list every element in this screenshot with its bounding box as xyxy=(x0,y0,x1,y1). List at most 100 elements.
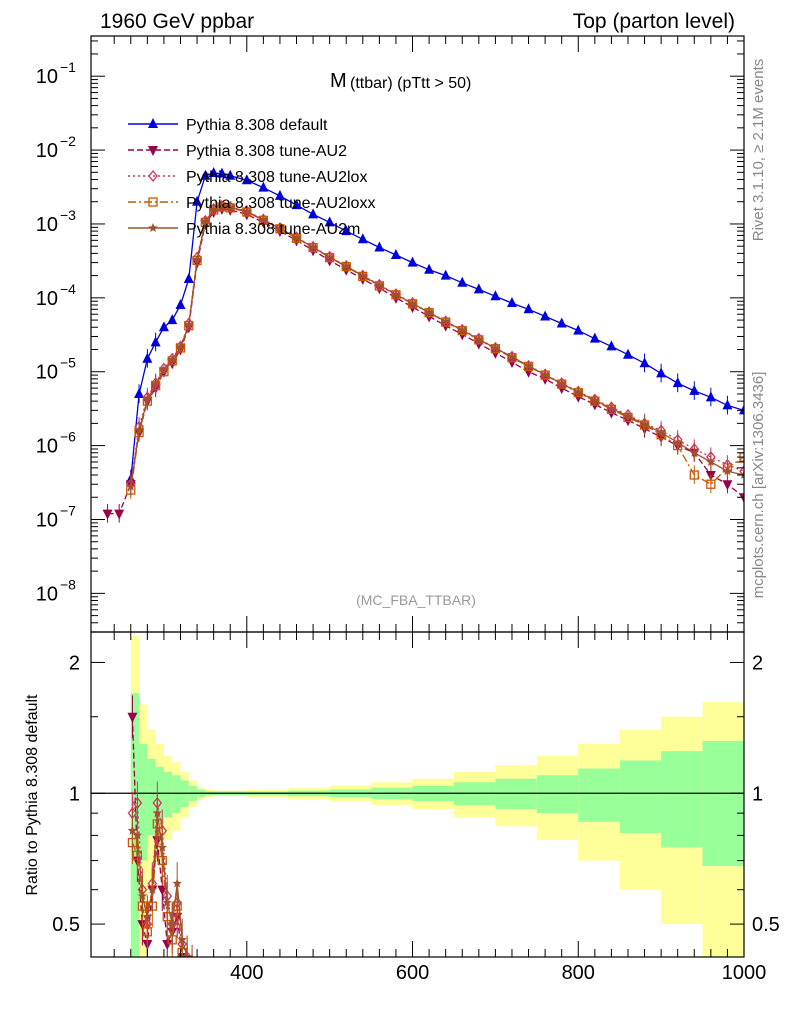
ratio-point xyxy=(152,808,162,818)
data-point xyxy=(217,201,227,211)
ratio-point xyxy=(162,939,173,950)
data-point xyxy=(324,252,335,262)
data-point xyxy=(216,167,227,178)
data-point xyxy=(192,254,202,264)
data-point xyxy=(208,166,219,177)
ratio-point xyxy=(182,962,192,972)
ratio-point xyxy=(207,986,217,995)
series-line-0 xyxy=(130,172,744,480)
ratio-ylabel: Ratio to Pythia 8.308 default xyxy=(24,694,41,896)
data-point xyxy=(589,332,600,343)
data-point xyxy=(424,263,435,274)
uncertainty-band-inner xyxy=(578,768,620,822)
data-point xyxy=(722,480,733,491)
ratio-point xyxy=(162,897,172,907)
x-tick-label: 1000 xyxy=(722,962,767,984)
legend-label: Pythia 8.308 default xyxy=(186,117,328,134)
ratio-point xyxy=(132,830,143,840)
data-point xyxy=(358,270,368,280)
data-point xyxy=(556,317,567,328)
data-point xyxy=(490,290,501,301)
y-tick-label: 10 xyxy=(36,436,58,458)
ratio-series-line-3 xyxy=(131,813,188,957)
data-point xyxy=(291,199,302,210)
header-left-title: 1960 GeV ppbar xyxy=(100,10,254,33)
uncertainty-band-inner xyxy=(130,693,140,957)
data-point xyxy=(722,466,733,476)
data-point xyxy=(142,394,153,404)
ratio-point xyxy=(167,919,177,929)
ratio-plot-panel: 0.5 0.5 1 1 2 2 400 600 800 1000 xyxy=(52,631,780,997)
legend-label: Pythia 8.308 tune-AU2loxx xyxy=(186,195,375,212)
y-tick-exponent: −1 xyxy=(60,59,76,75)
data-point xyxy=(507,352,517,362)
data-point xyxy=(341,225,352,236)
y-tick-exponent: −6 xyxy=(60,429,76,445)
y-tick-exponent: −5 xyxy=(60,355,76,371)
data-point xyxy=(324,216,335,227)
ratio-y-tick-label-right: 0.5 xyxy=(752,914,780,936)
y-tick-label: 10 xyxy=(36,509,58,531)
ratio-y-tick-label-right: 1 xyxy=(752,783,763,805)
legend-swatch-marker xyxy=(148,146,158,156)
data-point xyxy=(258,181,269,192)
data-point xyxy=(590,395,600,405)
ratio-point xyxy=(142,911,153,921)
data-point xyxy=(142,352,153,363)
y-tick-label: 10 xyxy=(36,362,58,384)
ratio-point xyxy=(197,982,207,992)
data-point xyxy=(102,509,113,520)
ratio-point xyxy=(197,981,207,990)
data-point xyxy=(689,384,700,395)
data-point xyxy=(656,427,666,437)
ratio-point xyxy=(202,987,212,997)
data-point xyxy=(407,256,418,267)
data-point xyxy=(606,340,617,351)
legend: Pythia 8.308 default Pythia 8.308 tune-AU… xyxy=(128,117,375,238)
legend-label: Pythia 8.308 tune-AU2 xyxy=(186,143,347,160)
ratio-point xyxy=(198,976,206,986)
uncertainty-band-inner xyxy=(495,778,537,810)
data-point xyxy=(225,202,235,212)
series-line-1 xyxy=(107,208,744,515)
data-point xyxy=(374,280,385,290)
header-right-title: Top (parton level) xyxy=(573,10,735,33)
data-point xyxy=(308,208,319,219)
data-point xyxy=(474,334,484,344)
y-tick-exponent: −7 xyxy=(60,502,76,518)
y-tick-label: 10 xyxy=(36,583,58,605)
main-plot-panel: 10−810−710−610−510−410−310−210−1 xyxy=(36,35,745,633)
data-point xyxy=(241,174,252,185)
data-point xyxy=(308,242,318,252)
legend-swatch-marker xyxy=(148,169,158,183)
data-point xyxy=(722,399,733,410)
data-point xyxy=(150,379,161,389)
data-point xyxy=(457,276,468,287)
data-point xyxy=(457,325,467,335)
data-point xyxy=(639,357,650,368)
data-point xyxy=(192,195,203,206)
data-point xyxy=(523,360,534,370)
ratio-point xyxy=(193,977,201,985)
data-point xyxy=(159,365,169,375)
data-point xyxy=(258,214,269,224)
data-point xyxy=(672,377,683,388)
ratio-point xyxy=(188,961,196,971)
ratio-point xyxy=(198,982,206,990)
data-point xyxy=(275,223,285,233)
uncertainty-band-inner xyxy=(155,766,164,824)
data-point xyxy=(739,404,744,415)
x-tick-label: 400 xyxy=(230,962,263,984)
data-point xyxy=(673,437,683,447)
ratio-point xyxy=(137,891,148,901)
data-point xyxy=(473,283,484,294)
legend-swatch-marker xyxy=(148,197,158,207)
ratio-point xyxy=(203,981,211,991)
data-point xyxy=(175,342,186,352)
y-tick-exponent: −3 xyxy=(60,207,76,223)
data-point xyxy=(183,272,194,283)
uncertainty-band-inner xyxy=(661,751,703,848)
data-point xyxy=(540,310,551,321)
data-point xyxy=(540,369,550,379)
